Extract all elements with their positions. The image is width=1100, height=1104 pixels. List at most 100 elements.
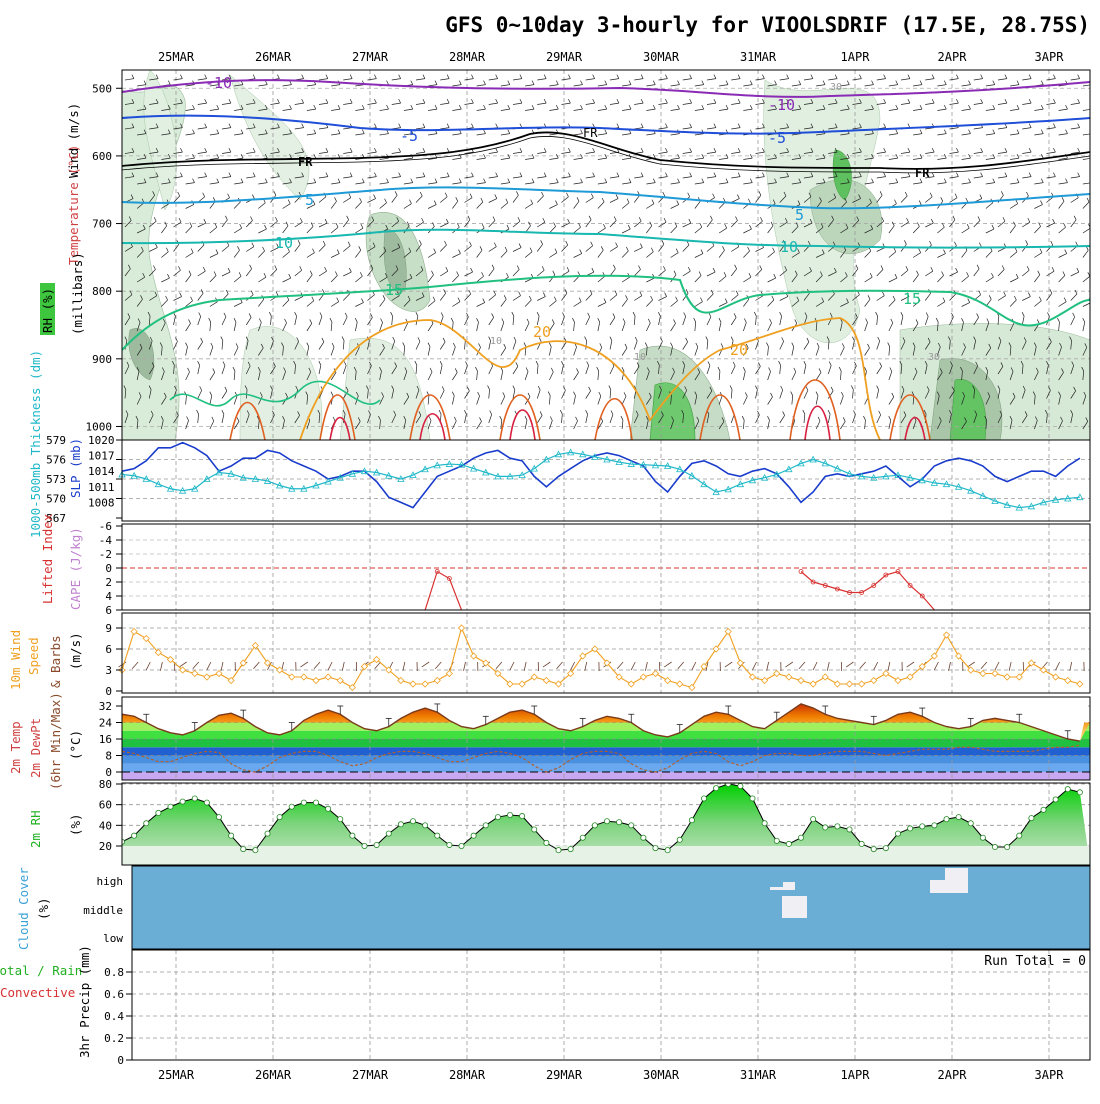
rh-point [386,831,391,836]
slp-label: SLP (mb) [68,438,83,498]
rh-point [750,796,755,801]
rh-point [714,786,719,791]
rh-point [604,819,609,824]
rh-point [701,796,706,801]
rh-point [1005,844,1010,849]
rh-point [253,848,258,853]
tick-label: 0.8 [104,966,124,979]
date-label: 30MAR [643,50,680,64]
tick-label: 9 [105,622,112,635]
cape-label: CAPE (J/kg) [68,527,83,610]
rh-point [374,842,379,847]
rh-point [362,843,367,848]
cloud-low-label: low [103,932,123,945]
tick-label: 900 [92,353,112,366]
rh-point [895,831,900,836]
thickness-label: 1000-500mb Thickness (dm) [28,350,43,538]
rh-point [192,796,197,801]
iso-label: 30 [830,82,842,93]
rh-point [204,800,209,805]
rh-point [447,842,452,847]
tick-label: 579 [46,434,66,447]
tick-label: 0 [105,562,112,575]
tick-label: 800 [92,285,112,298]
lifted-index-label: Lifted Index [40,513,55,604]
rh-point [992,844,997,849]
run-total: Run Total = 0 [984,954,1086,969]
iso-label: FR [298,155,313,169]
rh-point [944,817,949,822]
iso-label: 20 [730,341,748,359]
precip-y-axis: 00.20.40.60.8 [104,966,132,1067]
cape-background [122,524,1090,610]
rh-point [180,799,185,804]
iso-label: -10 [205,74,232,92]
rh-point [495,814,500,819]
tick-label: -2 [99,548,112,561]
tick-label: 0.6 [104,988,124,1001]
rh-point [580,835,585,840]
rh-point [471,833,476,838]
date-label: 25MAR [158,1068,195,1082]
iso-label: 10 [275,234,293,252]
rh-point [532,827,537,832]
rh-point [811,817,816,822]
temp-band [122,764,1090,772]
iso-label: 10 [780,238,798,256]
rh-point [859,841,864,846]
tick-label: 0.4 [104,1010,124,1023]
tick-label: 500 [92,82,112,95]
cloud-high-patch [783,882,795,890]
date-label: 31MAR [740,1068,777,1082]
date-label: 28MAR [449,50,486,64]
rh-point [265,831,270,836]
tick-label: 1011 [88,481,115,494]
cloud-panel: high middle low Cloud Cover (%) [16,866,1090,950]
rh-base [122,846,1090,865]
date-label: 29MAR [546,50,583,64]
rh-point [277,814,282,819]
rh-point [956,814,961,819]
rh-point [920,824,925,829]
rh-point [968,821,973,826]
rh-point [677,837,682,842]
iso-label: 15 [385,281,403,299]
iso-label: -10 [768,96,795,114]
rh-point [229,833,234,838]
temp-label-1: 2m Temp [8,721,23,774]
rh-point [1029,816,1034,821]
rh-point [544,840,549,845]
tick-label: 2 [105,576,112,589]
date-label: 3APR [1035,50,1065,64]
tick-label: 32 [99,700,112,713]
tick-label: 24 [99,717,113,730]
rh-unit: (%) [68,813,83,836]
rh-point [823,825,828,830]
wind-label-2: Speed [26,637,41,675]
tick-label: 6 [105,643,112,656]
precip-convective-label: Convective [0,985,75,1000]
rh-point [398,822,403,827]
tick-label: -4 [99,534,113,547]
date-label: 1APR [841,1068,871,1082]
iso-label: 20 [533,323,551,341]
tick-label: 0.2 [104,1032,124,1045]
rh-point [932,823,937,828]
rh-point [653,845,658,850]
date-label: 26MAR [255,1068,292,1082]
tick-label: 16 [99,733,112,746]
rh-point [156,810,161,815]
cloud-high-label: high [97,875,124,888]
rh-point [435,833,440,838]
tick-label: 1000 [86,420,113,433]
rh-point [132,833,137,838]
iso-label: -5 [400,127,418,145]
tick-label: 6 [105,604,112,617]
